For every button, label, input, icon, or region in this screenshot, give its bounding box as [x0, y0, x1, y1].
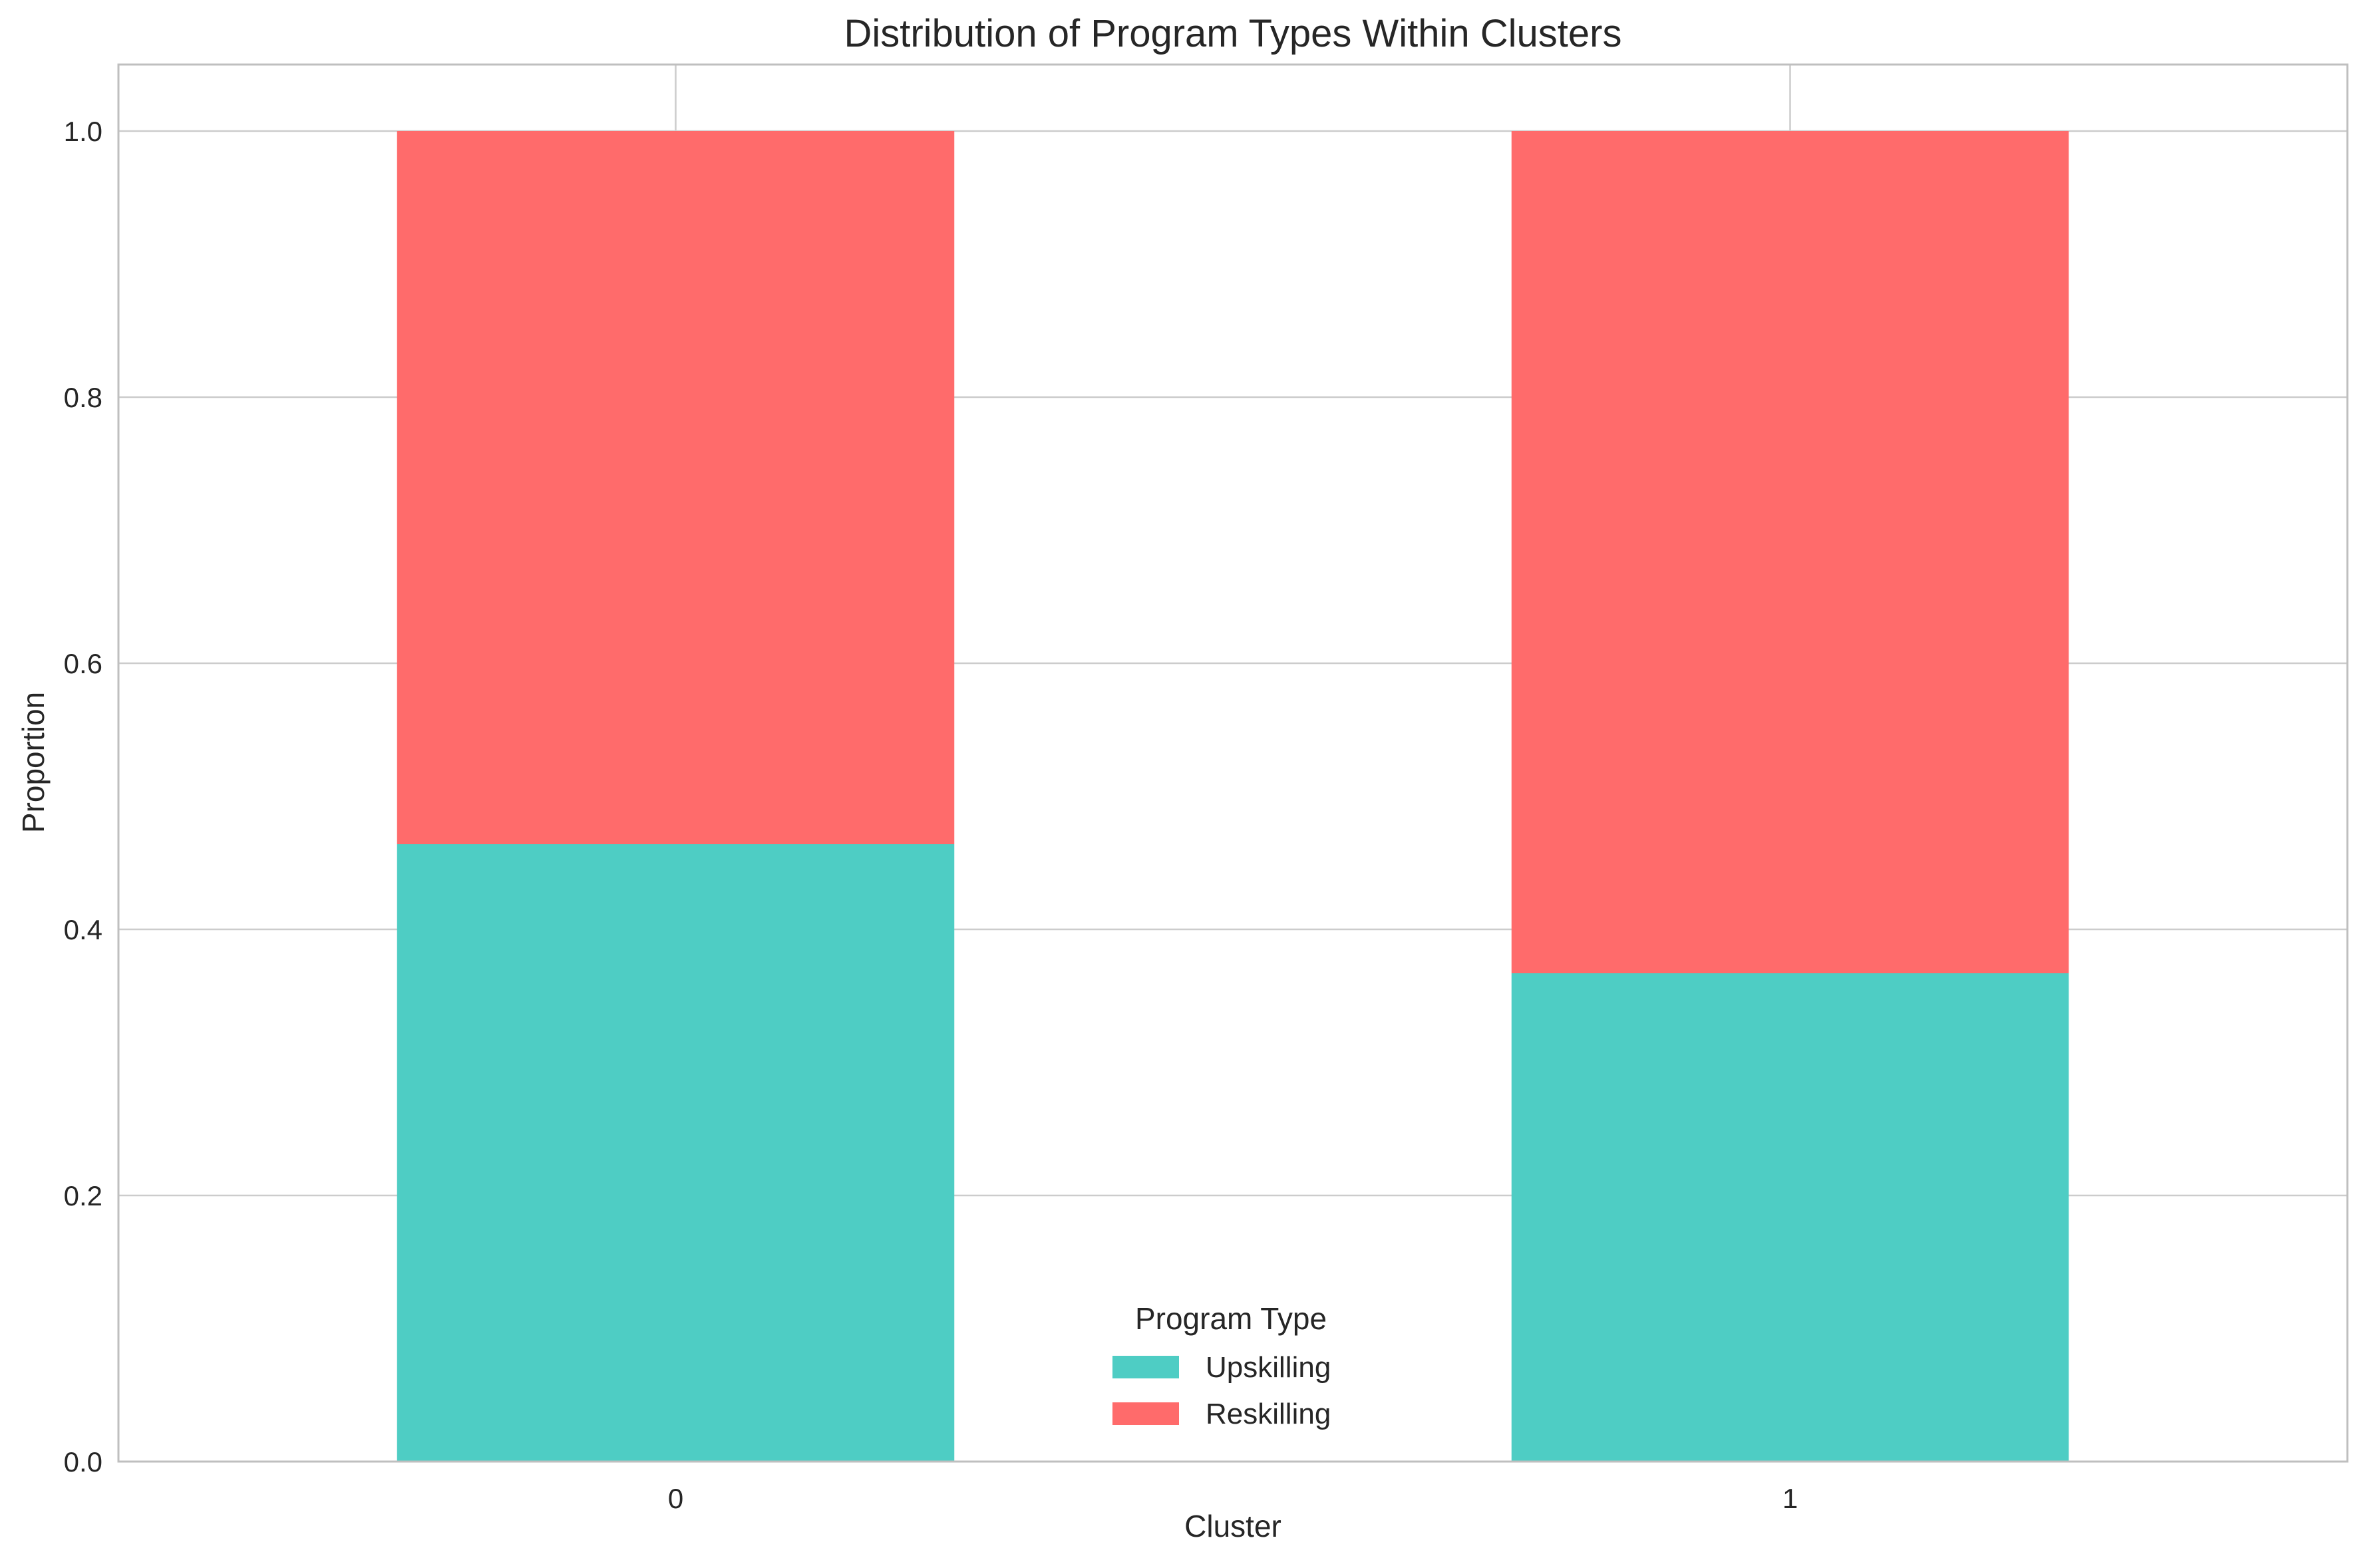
- plot-frame: [117, 63, 2349, 1463]
- x-tick-label: 1: [1782, 1483, 1798, 1514]
- y-tick-label: 0.6: [64, 648, 102, 679]
- legend-label-reskilling: Reskilling: [1206, 1398, 1331, 1430]
- y-axis-label: Proportion: [16, 692, 51, 833]
- y-tick-label: 0.2: [64, 1180, 102, 1211]
- x-tick-label: 0: [668, 1483, 683, 1514]
- bars-layer: [397, 131, 2069, 1462]
- legend-title: Program Type: [1135, 1301, 1327, 1336]
- ticks-layer: 0.0 0.2 0.4 0.6 0.8 1.0 0 1: [64, 116, 1798, 1514]
- legend-label-upskilling: Upskilling: [1206, 1351, 1331, 1384]
- legend: Program Type Upskilling Reskilling: [1112, 1301, 1331, 1430]
- y-tick-label: 0.0: [64, 1446, 102, 1478]
- bar-reskilling-cluster-1: [1511, 131, 2069, 973]
- legend-swatch-reskilling: [1112, 1402, 1179, 1425]
- chart-title: Distribution of Program Types Within Clu…: [844, 12, 1621, 55]
- bar-reskilling-cluster-0: [397, 131, 955, 844]
- y-tick-label: 0.4: [64, 914, 102, 945]
- y-tick-label: 0.8: [64, 382, 102, 413]
- x-axis-label: Cluster: [1184, 1509, 1281, 1543]
- legend-swatch-upskilling: [1112, 1356, 1179, 1378]
- bar-upskilling-cluster-1: [1511, 973, 2069, 1462]
- y-tick-label: 1.0: [64, 116, 102, 147]
- bar-upskilling-cluster-0: [397, 844, 955, 1462]
